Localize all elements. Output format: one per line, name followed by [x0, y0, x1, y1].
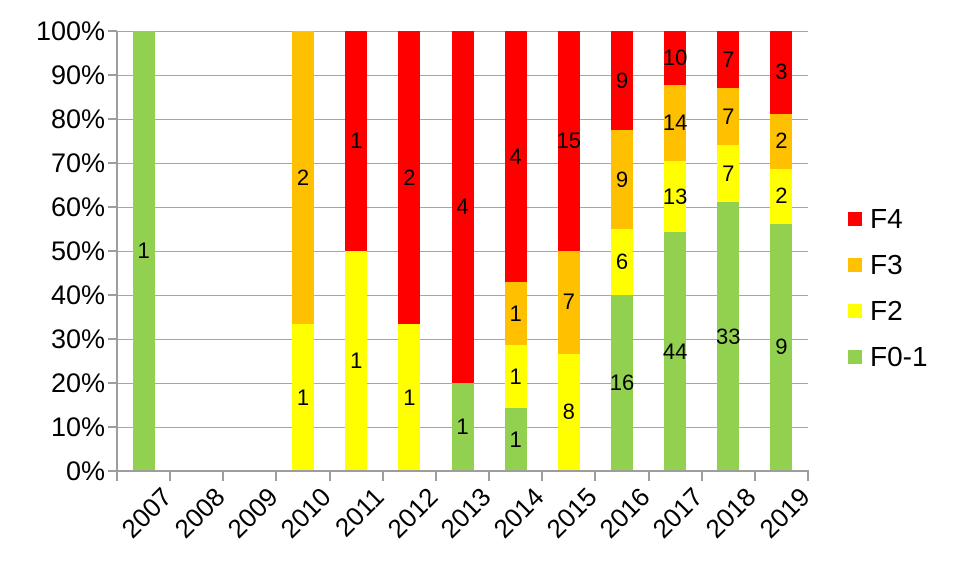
bar-segment-2014-F4 [504, 31, 527, 283]
x-tick-5 [381, 472, 384, 481]
x-tick-4 [328, 472, 331, 481]
y-tick-30 [108, 338, 117, 340]
x-tick-9 [594, 472, 597, 481]
y-tick-20 [108, 382, 117, 384]
bar-segment-2018-F0-1 [717, 202, 740, 471]
bar-segment-2014-F0-1 [504, 408, 527, 471]
bar-segment-2012-F2 [398, 324, 421, 471]
x-tick-13 [807, 472, 809, 481]
x-tick-3 [275, 472, 278, 481]
y-tick-60 [108, 206, 117, 208]
x-axis-label-2014: 2014 [487, 481, 550, 544]
x-axis-label-2011: 2011 [329, 481, 391, 543]
bar-segment-2019-F3 [770, 113, 793, 169]
legend-label: F3 [870, 249, 903, 280]
legend-swatch-icon [848, 350, 862, 364]
bar-segment-2016-F2 [610, 229, 633, 295]
y-axis-label-40: 40% [50, 280, 105, 310]
y-axis-label-80: 80% [50, 104, 105, 134]
legend-swatch-icon [848, 258, 862, 272]
plot-area: 1 1 2 1 1 1 2 1 4 1 1 1 4 8 7 15 16 6 9 9 44 13 14 10 33 7 7 7 9 2 2 3 [108, 30, 809, 481]
y-axis-line [116, 31, 118, 471]
y-tick-100 [108, 30, 117, 32]
legend-label: F0-1 [870, 341, 928, 372]
bar-segment-2018-F3 [717, 88, 740, 146]
x-tick-2 [222, 472, 225, 481]
x-tick-7 [488, 472, 491, 481]
y-axis-label-50: 50% [50, 236, 105, 266]
y-tick-0 [108, 470, 117, 472]
bar-segment-2018-F2 [717, 145, 740, 203]
x-axis-label-2015: 2015 [540, 481, 603, 544]
bar-segment-2019-F0-1 [770, 223, 793, 471]
legend-item-F0-1: F0-1 [848, 334, 928, 380]
x-axis-label-2018: 2018 [699, 481, 763, 544]
y-tick-10 [108, 426, 117, 428]
bar-segment-2017-F3 [664, 85, 687, 162]
bar-segment-2016-F3 [610, 130, 633, 229]
bar-segment-2015-F3 [557, 251, 580, 354]
x-tick-11 [700, 472, 703, 481]
x-axis-label-2010: 2010 [274, 481, 337, 544]
y-axis-label-20: 20% [50, 368, 105, 398]
y-axis-label-10: 10% [50, 412, 105, 442]
bar-segment-2015-F4 [557, 31, 580, 251]
y-axis-label-30: 30% [50, 324, 105, 354]
y-tick-70 [108, 162, 117, 164]
legend: F4 F3 F2 F0-1 [848, 196, 928, 380]
bar-segment-2016-F4 [610, 31, 633, 130]
x-axis-label-2007: 2007 [115, 481, 178, 544]
x-axis-label-2012: 2012 [381, 481, 444, 544]
bar-segment-2017-F2 [664, 161, 687, 232]
bar-segment-2018-F4 [717, 31, 740, 89]
x-tick-10 [647, 472, 650, 481]
bar-segment-2014-F3 [504, 282, 527, 346]
x-axis-label-2009: 2009 [221, 481, 284, 544]
bar-segment-2010-F2 [292, 324, 315, 471]
bar-segment-2010-F3 [292, 31, 315, 325]
legend-label: F2 [870, 295, 903, 326]
bar-segment-2017-F4 [664, 31, 687, 86]
y-axis-label-70: 70% [50, 148, 105, 178]
bar-segment-2015-F2 [557, 353, 580, 471]
y-tick-50 [108, 250, 117, 252]
legend-swatch-icon [848, 212, 862, 226]
y-tick-90 [108, 74, 117, 76]
legend-item-F3: F3 [848, 242, 928, 288]
bar-segment-2012-F4 [398, 31, 421, 325]
bar-segment-2013-F4 [451, 31, 474, 383]
x-axis-label-2017: 2017 [646, 481, 709, 544]
x-tick-8 [541, 472, 544, 481]
bar-segment-2011-F2 [345, 251, 368, 471]
y-axis-label-100: 100% [35, 16, 105, 46]
x-axis-label-2013: 2013 [434, 481, 497, 544]
bar-segment-2016-F0-1 [610, 295, 633, 471]
y-tick-40 [108, 294, 117, 296]
x-tick-0 [116, 472, 118, 481]
bar-segment-2017-F0-1 [664, 232, 687, 471]
bar-segment-2014-F2 [504, 345, 527, 409]
x-axis-label-2016: 2016 [593, 481, 656, 544]
x-tick-6 [434, 472, 437, 481]
bar-segment-2019-F2 [770, 168, 793, 224]
bar-segment-2007-F0-1 [132, 31, 155, 471]
legend-item-F4: F4 [848, 196, 928, 242]
x-axis-line [116, 470, 809, 472]
bar-segment-2019-F4 [770, 31, 793, 114]
bar-segment-2011-F4 [345, 31, 368, 251]
bar-segment-2013-F0-1 [451, 383, 474, 471]
y-axis-label-90: 90% [50, 60, 105, 90]
y-tick-80 [108, 118, 117, 120]
y-axis-label-0: 0% [65, 456, 105, 486]
x-axis-label-2019: 2019 [753, 481, 816, 544]
x-tick-1 [169, 472, 172, 481]
legend-item-F2: F2 [848, 288, 928, 334]
legend-label: F4 [870, 203, 903, 234]
x-axis-label-2008: 2008 [168, 481, 231, 544]
y-axis-label-60: 60% [50, 192, 105, 222]
legend-swatch-icon [848, 304, 862, 318]
x-tick-12 [753, 472, 756, 481]
